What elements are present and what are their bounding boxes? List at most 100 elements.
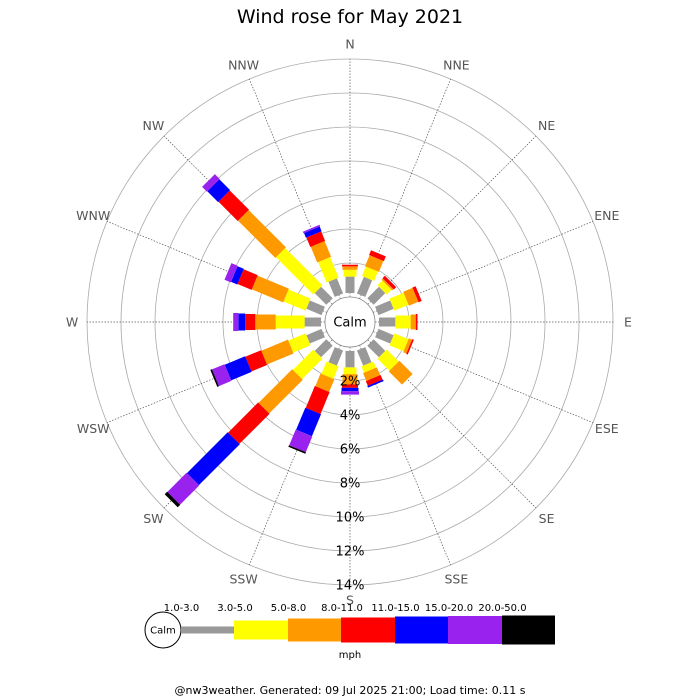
ring-label-8: 8% xyxy=(340,477,361,492)
bar-s-11.0-15.0 xyxy=(341,387,359,392)
bar-se-1.0-3.0 xyxy=(367,339,386,358)
direction-label-ese: ESE xyxy=(595,421,619,436)
calm-center: Calm xyxy=(324,296,376,348)
bar-ssw-11.0-15.0 xyxy=(296,407,321,437)
spoke-ne xyxy=(367,135,537,305)
bar-nnw-5.0-8.0 xyxy=(310,241,332,263)
direction-label-wsw: WSW xyxy=(77,421,110,436)
grid-ring-10 xyxy=(154,126,546,518)
bar-sse-5.0-8.0 xyxy=(363,367,381,381)
legend-swatch-5.0-8.0 xyxy=(288,618,341,642)
bar-wsw-8.0-11.0 xyxy=(245,350,268,372)
legend-label-5.0-8.0: 5.0-8.0 xyxy=(271,603,306,614)
calm-circle xyxy=(324,296,376,348)
bar-e-8.0-11.0 xyxy=(415,314,418,330)
bar-sse-1.0-3.0 xyxy=(356,347,372,366)
bar-n-8.0-11.0 xyxy=(342,264,358,267)
bar-sw-1.0-3.0 xyxy=(314,339,333,358)
bar-sw-8.0-11.0 xyxy=(228,402,270,444)
bar-se-5.0-8.0 xyxy=(388,360,413,385)
bar-nnw-1.0-3.0 xyxy=(328,278,344,297)
bar-s-3.0-5.0 xyxy=(343,367,357,375)
direction-label-ne: NE xyxy=(538,118,555,133)
bar-ese-3.0-5.0 xyxy=(389,333,409,352)
bar-sw-20.0-50.0 xyxy=(164,491,181,508)
legend-swatch-15.0-20.0 xyxy=(448,616,502,644)
bar-nw-1.0-3.0 xyxy=(314,286,333,305)
bar-wnw-11.0-15.0 xyxy=(231,266,244,285)
bar-nw-3.0-5.0 xyxy=(276,248,323,295)
direction-label-sw: SW xyxy=(143,511,163,526)
bar-w-8.0-11.0 xyxy=(245,314,256,330)
bar-wsw-20.0-50.0 xyxy=(210,369,219,387)
speed-legend: Calm 1.0-3.0 3.0-5.0 5.0-8.0 8.0-11.0 11.0-15… xyxy=(144,603,555,661)
bar-sse-8.0-11.0 xyxy=(365,375,383,386)
bar-wnw-5.0-8.0 xyxy=(251,275,289,303)
bar-wnw-3.0-5.0 xyxy=(283,289,311,311)
legend-calm-label: Calm xyxy=(150,626,176,637)
ring-labels: 2% 4% 6% 8% 10% 12% 14% xyxy=(336,375,365,594)
bar-s-8.0-11.0 xyxy=(342,384,358,388)
direction-label-se: SE xyxy=(539,511,555,526)
bar-n-3.0-5.0 xyxy=(343,269,357,277)
bar-w-11.0-15.0 xyxy=(238,313,246,331)
bar-ese-1.0-3.0 xyxy=(375,328,394,344)
bar-nnw-8.0-11.0 xyxy=(306,231,326,247)
bar-ese-8.0-11.0 xyxy=(406,339,414,355)
bar-e-5.0-8.0 xyxy=(410,314,416,330)
ring-label-12: 12% xyxy=(336,545,365,560)
bar-sw-3.0-5.0 xyxy=(292,349,323,380)
bar-sse-3.0-5.0 xyxy=(361,361,376,373)
bar-w-1.0-3.0 xyxy=(304,317,321,327)
bar-w-5.0-8.0 xyxy=(255,314,276,330)
direction-label-nnw: NNW xyxy=(228,58,259,73)
legend-label-8.0-11.0: 8.0-11.0 xyxy=(321,603,363,614)
direction-label-sse: SSE xyxy=(445,571,469,586)
wind-bars xyxy=(164,174,422,508)
calm-label: Calm xyxy=(333,316,366,331)
legend-label-20.0-50.0: 20.0-50.0 xyxy=(478,603,526,614)
legend-label-11.0-15.0: 11.0-15.0 xyxy=(371,603,419,614)
bar-ssw-15.0-20.0 xyxy=(289,429,313,453)
legend-unit: mph xyxy=(339,650,361,661)
bar-ese-5.0-8.0 xyxy=(403,338,413,354)
bar-s-1.0-3.0 xyxy=(345,351,355,368)
bar-sw-15.0-20.0 xyxy=(167,472,200,505)
bar-ene-8.0-11.0 xyxy=(412,286,422,303)
bar-nne-1.0-3.0 xyxy=(356,276,373,297)
bar-wnw-15.0-20.0 xyxy=(224,263,238,283)
bar-wsw-5.0-8.0 xyxy=(261,339,294,365)
bar-nnw-15.0-20.0 xyxy=(302,224,321,234)
chart-title: Wind rose for May 2021 xyxy=(236,6,464,28)
bar-n-5.0-8.0 xyxy=(342,266,358,270)
bar-ene-5.0-8.0 xyxy=(403,287,419,306)
direction-label-ene: ENE xyxy=(594,208,619,223)
legend-swatch-3.0-5.0 xyxy=(234,620,288,640)
bar-nne-3.0-5.0 xyxy=(362,266,378,281)
bar-nw-5.0-8.0 xyxy=(238,210,286,258)
bar-wsw-1.0-3.0 xyxy=(306,328,325,344)
legend-label-15.0-20.0: 15.0-20.0 xyxy=(425,603,473,614)
bar-sw-11.0-15.0 xyxy=(186,432,240,486)
legend-label-3.0-5.0: 3.0-5.0 xyxy=(217,603,252,614)
bar-wsw-3.0-5.0 xyxy=(288,333,311,353)
legend-swatch-8.0-11.0 xyxy=(341,617,395,643)
bar-wsw-15.0-20.0 xyxy=(211,364,232,387)
bar-ne-3.0-5.0 xyxy=(377,280,392,295)
legend-swatch-20.0-50.0 xyxy=(502,615,555,645)
ring-label-2: 2% xyxy=(340,375,361,390)
direction-labels: N NNE NE ENE E ESE SE SSE S SSW SW WSW W WNW NW NNW xyxy=(66,37,632,608)
bar-se-3.0-5.0 xyxy=(377,349,399,371)
legend-swatch-11.0-15.0 xyxy=(395,616,448,644)
bar-nne-5.0-8.0 xyxy=(365,255,384,272)
direction-label-w: W xyxy=(66,315,78,330)
footer-text: @nw3weather. Generated: 09 Jul 2025 21:0… xyxy=(174,684,526,697)
bar-ene-1.0-3.0 xyxy=(375,300,394,316)
direction-label-wnw: WNW xyxy=(76,208,110,223)
bar-ssw-5.0-8.0 xyxy=(315,373,335,392)
bar-nnw-3.0-5.0 xyxy=(318,257,339,283)
legend-swatch-1.0-3.0 xyxy=(181,626,234,634)
direction-label-s: S xyxy=(346,593,354,608)
bar-nw-15.0-20.0 xyxy=(202,174,220,192)
